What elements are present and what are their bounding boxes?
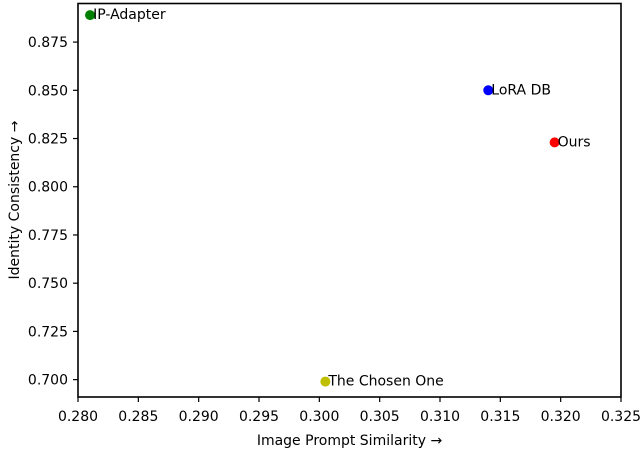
data-point-label: The Chosen One [327, 374, 443, 390]
plot-border [77, 2, 622, 398]
data-point-lora-db [483, 85, 494, 96]
data-point-label: Ours [558, 134, 591, 150]
data-point-ours [549, 137, 560, 148]
y-tick-label: 0.725 [28, 324, 68, 340]
x-tick-label: 0.305 [360, 409, 400, 425]
y-tick-label: 0.775 [28, 228, 68, 244]
data-point-ip-adapter [85, 10, 96, 21]
y-tick-label: 0.750 [28, 276, 68, 292]
data-point-the-chosen-one [320, 376, 331, 387]
x-tick-label: 0.320 [541, 409, 581, 425]
x-tick-label: 0.285 [118, 409, 158, 425]
x-tick-label: 0.315 [480, 409, 520, 425]
x-tick-label: 0.290 [179, 409, 219, 425]
y-tick-label: 0.850 [28, 83, 68, 99]
x-tick-label: 0.295 [239, 409, 279, 425]
y-tick-label: 0.825 [28, 132, 68, 148]
x-axis-label: Image Prompt Similarity → [256, 433, 443, 449]
x-tick-label: 0.300 [299, 409, 339, 425]
y-tick-label: 0.700 [28, 373, 68, 389]
y-axis-label: Identity Consistency → [7, 120, 23, 280]
y-tick-label: 0.875 [28, 35, 68, 51]
x-tick-label: 0.310 [420, 409, 460, 425]
x-tick-label: 0.280 [58, 409, 98, 425]
data-point-label: LoRA DB [491, 82, 551, 98]
y-tick-label: 0.800 [28, 180, 68, 196]
x-tick-label: 0.325 [601, 409, 640, 425]
data-point-label: IP-Adapter [93, 7, 166, 23]
